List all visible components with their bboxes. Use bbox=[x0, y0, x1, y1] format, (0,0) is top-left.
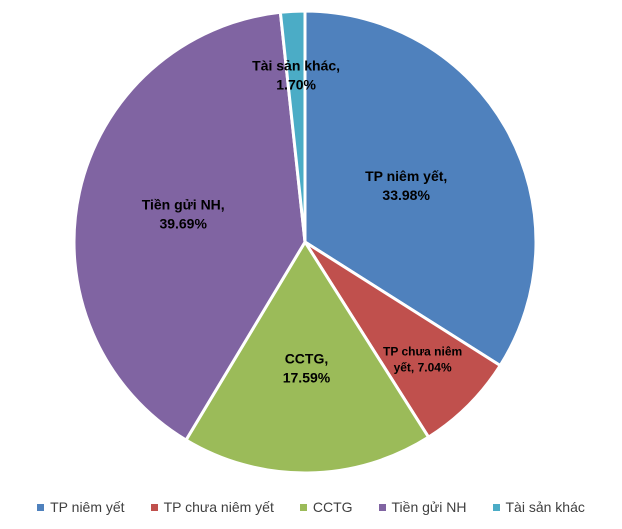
legend-item-tien-gui-nh: Tiền gửi NH bbox=[378, 499, 467, 515]
legend-item-cctg: CCTG bbox=[299, 499, 353, 515]
pie-chart-svg: TP niêm yết, 33.98% TP chưa niêm yết, 7.04%… bbox=[72, 9, 538, 475]
legend-swatch bbox=[378, 503, 386, 511]
slice-data-label-line2: 33.98% bbox=[382, 187, 430, 203]
slice-data-label-line2: yết, 7.04% bbox=[394, 361, 452, 375]
slice-data-label: CCTG, 17.59% bbox=[283, 351, 331, 386]
slice-data-label-line1: CCTG, bbox=[285, 351, 329, 367]
pie-slices bbox=[72, 9, 538, 475]
legend-label: TP niêm yết bbox=[50, 499, 125, 515]
pie-slice-1 bbox=[303, 240, 503, 440]
pie-data-labels: TP niêm yết, 33.98% TP chưa niêm yết, 7.04%… bbox=[142, 57, 463, 385]
slice-data-label: Tài sản khác, 1.70% bbox=[252, 57, 340, 92]
legend-swatch bbox=[299, 503, 307, 511]
legend-item-tp-niem-yet: TP niêm yết bbox=[37, 499, 125, 515]
legend: TP niêm yết TP chưa niêm yết CCTG Tiền g… bbox=[0, 496, 622, 518]
legend-label: TP chưa niêm yết bbox=[163, 499, 274, 515]
pie-slice-2 bbox=[183, 239, 431, 475]
slice-data-label-line1: TP niêm yết, bbox=[365, 168, 447, 184]
pie-slice-4 bbox=[278, 9, 307, 243]
slice-data-label-line1: Tiền gửi NH, bbox=[142, 197, 225, 213]
slice-data-label-line2: 17.59% bbox=[283, 370, 331, 386]
slice-data-label-line2: 1.70% bbox=[276, 76, 316, 92]
pie-slice-3 bbox=[72, 10, 307, 443]
legend-swatch bbox=[492, 503, 500, 511]
slice-data-label: TP niêm yết, 33.98% bbox=[365, 168, 447, 203]
slice-data-label-line2: 39.69% bbox=[159, 216, 207, 232]
slice-data-label: Tiền gửi NH, 39.69% bbox=[142, 197, 225, 232]
slice-data-label-line1: Tài sản khác, bbox=[252, 57, 340, 73]
legend-item-tai-san-khac: Tài sản khác bbox=[492, 499, 585, 515]
legend-swatch bbox=[150, 503, 158, 511]
legend-label: Tiền gửi NH bbox=[391, 499, 467, 515]
legend-label: Tài sản khác bbox=[505, 499, 585, 515]
legend-item-tp-chua-niem-yet: TP chưa niêm yết bbox=[150, 499, 274, 515]
slice-data-label-line1: TP chưa niêm bbox=[383, 345, 462, 359]
legend-swatch bbox=[37, 503, 45, 511]
legend-label: CCTG bbox=[312, 499, 353, 515]
slice-data-label: TP chưa niêm yết, 7.04% bbox=[383, 345, 462, 375]
